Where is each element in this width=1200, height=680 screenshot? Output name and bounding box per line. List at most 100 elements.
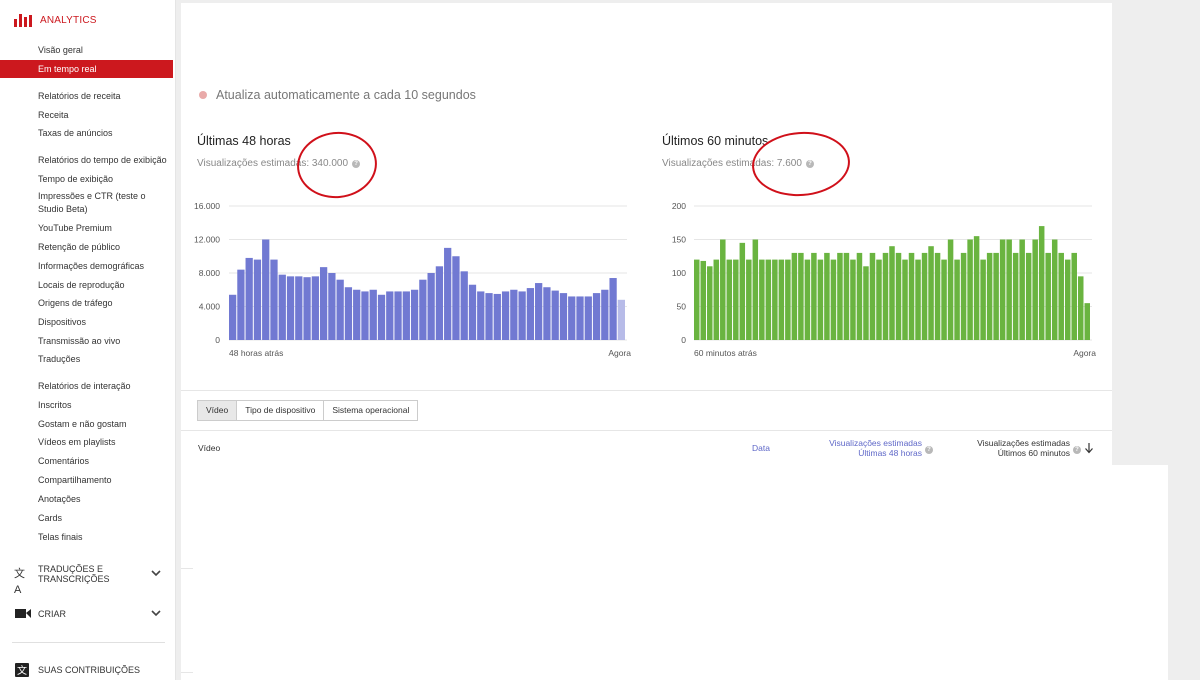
- bar[interactable]: [973, 236, 980, 340]
- bar[interactable]: [592, 293, 601, 340]
- bar[interactable]: [817, 259, 824, 340]
- column-date[interactable]: Data: [752, 443, 770, 453]
- bar[interactable]: [798, 252, 804, 340]
- bar[interactable]: [452, 256, 460, 340]
- bar[interactable]: [746, 259, 752, 340]
- sidebar-item-interaction-reports[interactable]: Relatórios de interação: [38, 381, 131, 391]
- sidebar-item-annotations[interactable]: Anotações: [38, 494, 81, 504]
- bar[interactable]: [856, 252, 863, 340]
- bar[interactable]: [1071, 252, 1077, 340]
- analytics-header[interactable]: ANALYTICS: [14, 14, 97, 27]
- sidebar-item-demographics[interactable]: Informações demográficas: [38, 261, 145, 271]
- sidebar-item-subscribers[interactable]: Inscritos: [38, 400, 72, 410]
- bar[interactable]: [609, 278, 617, 340]
- bar[interactable]: [811, 252, 817, 340]
- bar[interactable]: [804, 259, 811, 340]
- bar[interactable]: [543, 287, 551, 340]
- bar[interactable]: [336, 279, 344, 340]
- bar[interactable]: [726, 259, 733, 340]
- bar[interactable]: [576, 296, 584, 340]
- bar[interactable]: [1032, 239, 1038, 341]
- bar[interactable]: [419, 279, 427, 340]
- help-icon[interactable]: ?: [805, 159, 814, 168]
- bar[interactable]: [303, 277, 311, 340]
- bar[interactable]: [837, 252, 843, 340]
- sidebar-item-overview[interactable]: Visão geral: [38, 45, 83, 55]
- bar[interactable]: [791, 252, 798, 340]
- bar[interactable]: [954, 259, 960, 340]
- bar[interactable]: [435, 266, 444, 340]
- tab-device-type[interactable]: Tipo de dispositivo: [236, 400, 325, 421]
- bar[interactable]: [876, 259, 882, 340]
- sidebar-item-live-streaming[interactable]: Transmissão ao vivo: [38, 336, 121, 346]
- bar[interactable]: [468, 284, 477, 340]
- chevron-down-icon[interactable]: [150, 567, 162, 579]
- sort-down-icon[interactable]: [1084, 442, 1094, 454]
- bar[interactable]: [253, 259, 262, 340]
- sidebar-item-watch-time[interactable]: Tempo de exibição: [38, 174, 114, 184]
- sidebar-item-realtime[interactable]: Em tempo real: [0, 60, 173, 78]
- bar[interactable]: [311, 276, 319, 340]
- bar[interactable]: [526, 288, 535, 340]
- bar[interactable]: [1064, 259, 1071, 340]
- help-icon[interactable]: ?: [925, 446, 933, 454]
- bar[interactable]: [559, 293, 568, 340]
- bar[interactable]: [960, 252, 967, 340]
- bar[interactable]: [427, 273, 435, 340]
- help-icon[interactable]: ?: [1073, 446, 1081, 454]
- sidebar-item-devices[interactable]: Dispositivos: [38, 317, 87, 327]
- bar[interactable]: [941, 259, 947, 340]
- sidebar-group-your-contributions[interactable]: 文 SUAS CONTRIBUIÇÕES: [0, 659, 173, 680]
- bar[interactable]: [902, 259, 908, 340]
- bar[interactable]: [889, 246, 895, 340]
- bar[interactable]: [319, 267, 328, 340]
- column-views-48h[interactable]: Visualizações estimadas Últimas 48 horas: [800, 438, 922, 458]
- bar[interactable]: [245, 257, 253, 340]
- sidebar-item-cards[interactable]: Cards: [38, 513, 63, 523]
- bar[interactable]: [759, 259, 765, 340]
- sidebar-group-create[interactable]: CRIAR: [0, 603, 173, 625]
- bar[interactable]: [361, 291, 369, 340]
- sidebar-item-audience-retention[interactable]: Retenção de público: [38, 242, 121, 252]
- sidebar-item-end-screens[interactable]: Telas finais: [38, 532, 83, 542]
- bar[interactable]: [707, 266, 713, 340]
- bar[interactable]: [785, 259, 791, 340]
- bar[interactable]: [980, 259, 986, 340]
- sidebar-item-sharing[interactable]: Compartilhamento: [38, 475, 112, 485]
- bar[interactable]: [377, 294, 386, 340]
- sidebar-item-translations[interactable]: Traduções: [38, 354, 81, 364]
- sidebar-item-revenue[interactable]: Receita: [38, 110, 69, 120]
- bar[interactable]: [444, 247, 452, 340]
- bar[interactable]: [617, 299, 625, 340]
- bar[interactable]: [1045, 252, 1051, 340]
- sidebar-item-playback-locations[interactable]: Locais de reprodução: [38, 280, 125, 290]
- bar[interactable]: [344, 287, 353, 340]
- bar[interactable]: [460, 271, 468, 340]
- sidebar-item-youtube-premium[interactable]: YouTube Premium: [38, 223, 112, 233]
- bar[interactable]: [921, 252, 928, 340]
- sidebar-group-translations-transcriptions[interactable]: 文A TRADUÇÕES E TRANSCRIÇÕES: [0, 563, 173, 596]
- bar[interactable]: [908, 252, 915, 340]
- bar[interactable]: [328, 273, 336, 340]
- bar[interactable]: [501, 291, 510, 340]
- bar[interactable]: [262, 239, 270, 341]
- sidebar-item-traffic-sources[interactable]: Origens de tráfego: [38, 298, 113, 308]
- bar[interactable]: [700, 260, 707, 340]
- bar[interactable]: [934, 252, 941, 340]
- bar[interactable]: [967, 239, 973, 341]
- bar[interactable]: [493, 293, 501, 340]
- bar[interactable]: [584, 296, 592, 340]
- bar[interactable]: [1084, 303, 1090, 340]
- bar[interactable]: [1019, 239, 1025, 341]
- bar[interactable]: [477, 291, 485, 340]
- help-icon[interactable]: ?: [352, 159, 361, 168]
- bar[interactable]: [733, 259, 739, 340]
- bar[interactable]: [713, 259, 720, 340]
- bar[interactable]: [270, 259, 278, 340]
- bar[interactable]: [510, 289, 518, 340]
- bar[interactable]: [568, 296, 576, 340]
- bar[interactable]: [402, 291, 410, 340]
- sidebar-item-ad-rates[interactable]: Taxas de anúncios: [38, 128, 113, 138]
- bar[interactable]: [295, 276, 303, 340]
- bar[interactable]: [551, 290, 559, 340]
